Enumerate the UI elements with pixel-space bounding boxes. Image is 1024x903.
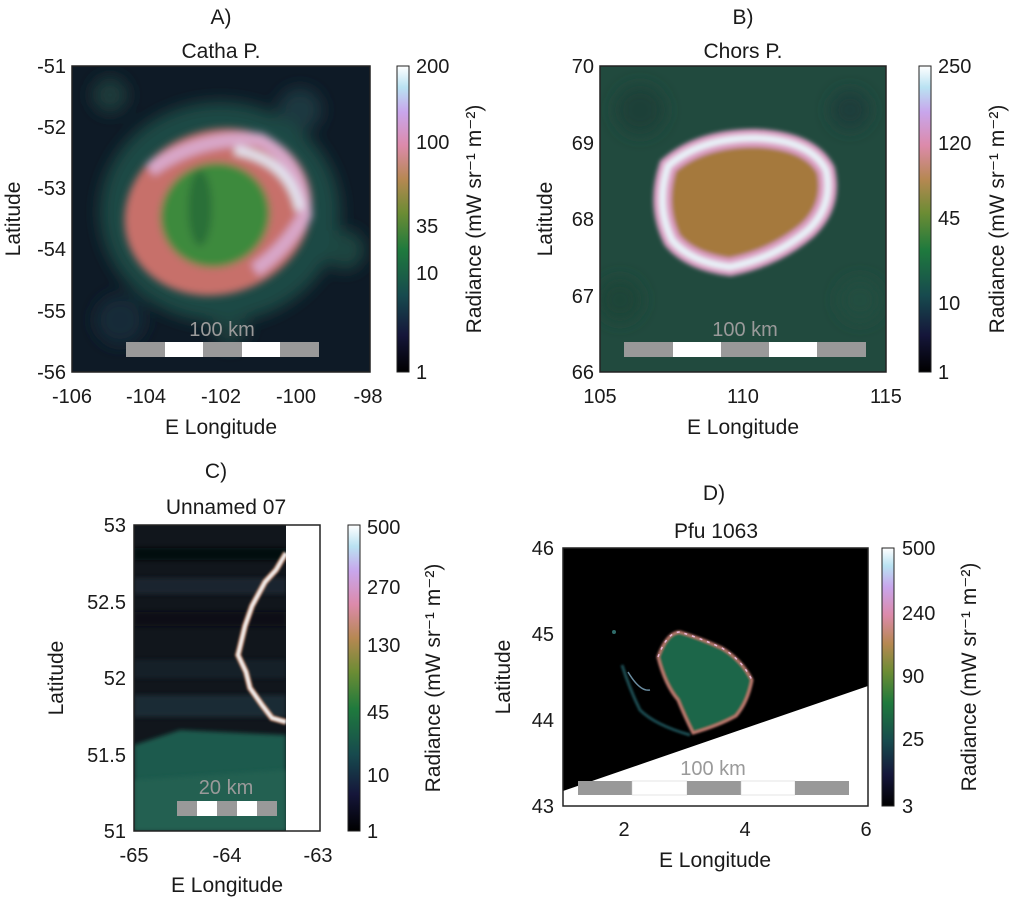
panel-d-cbar-tick: 25 (902, 729, 924, 751)
panel-b-xtick: 110 (727, 386, 759, 408)
panel-c-ytick: 51 (104, 821, 126, 843)
panel-a-ytick: -51 (37, 56, 66, 78)
panel-c-cbar-tick: 1 (367, 821, 378, 843)
panel-a-cbar-tick: 200 (416, 56, 449, 78)
panel-d-ytick: 46 (532, 538, 554, 560)
panel-c-ytick: 52 (104, 668, 126, 690)
panel-c-scalebar (177, 801, 277, 816)
panel-c-ytick: 52.5 (87, 592, 126, 614)
panel-b-title: Chors P. (704, 40, 783, 63)
panel-d-image (563, 548, 868, 806)
panel-c-cbar-tick: 10 (367, 765, 389, 787)
panel-a-label: A) (211, 6, 232, 29)
panel-c-cbar-label: Radiance (mW sr⁻¹ m⁻²) (422, 564, 445, 793)
panel-c-scalebar-label: 20 km (199, 777, 253, 799)
panel-b-cbar-tick: 1 (938, 362, 949, 384)
panel-b-cbar-tick: 120 (938, 133, 971, 155)
panel-c-ytick: 53 (104, 515, 126, 537)
panel-c-label: C) (205, 460, 227, 483)
panel-d-title: Pfu 1063 (674, 520, 758, 543)
panel-d-cbar-tick: 240 (902, 603, 935, 625)
panel-b-frame (599, 65, 887, 373)
panel-b-label: B) (733, 6, 754, 29)
panel-a-cbar-tick: 35 (416, 216, 438, 238)
panel-b-xtick: 115 (870, 386, 902, 408)
panel-d-scalebar-label: 100 km (680, 758, 746, 780)
panel-b-ytick: 67 (572, 286, 594, 308)
panel-a-cbar-tick: 1 (416, 362, 427, 384)
panel-c-title: Unnamed 07 (166, 496, 286, 519)
panel-b-scalebar (624, 342, 866, 357)
panel-d-ylabel: Latitude (492, 640, 515, 715)
panel-a-ytick: -52 (37, 117, 66, 139)
panel-b-cbar-tick: 45 (938, 208, 960, 230)
panel-d-ytick: 45 (532, 624, 554, 646)
panel-d-ytick: 44 (532, 710, 554, 732)
panel-a-title: Catha P. (181, 40, 260, 63)
panel-d-cbar-tick: 3 (902, 796, 913, 818)
panel-b-colorbar (918, 65, 932, 373)
panel-b-xtick: 105 (583, 386, 616, 408)
panel-a-ytick: -54 (37, 239, 66, 261)
panel-a-image (72, 66, 370, 372)
panel-d-cbar-tick: 90 (902, 666, 924, 688)
panel-d-scalebar (578, 780, 849, 796)
panel-a-ylabel: Latitude (2, 182, 25, 257)
panel-a-scalebar-label: 100 km (189, 319, 255, 341)
panel-c-cbar-tick: 130 (367, 635, 400, 657)
panel-d-label: D) (703, 482, 725, 505)
panel-c-cbar-tick: 500 (367, 517, 400, 539)
panel-a-cbar-tick: 10 (416, 263, 438, 285)
panel-b-xlabel: E Longitude (687, 416, 799, 439)
panel-a-cbar-tick: 100 (416, 132, 449, 154)
panel-b-scalebar-label: 100 km (712, 319, 778, 341)
panel-d-xlabel: E Longitude (659, 849, 771, 872)
panel-a-ytick: -53 (37, 178, 66, 200)
panel-d-colorbar (881, 547, 895, 807)
panel-b-ylabel: Latitude (534, 182, 557, 257)
panel-b-cbar-label: Radiance (mW sr⁻¹ m⁻²) (986, 105, 1009, 334)
panel-c-xtick: -63 (304, 845, 333, 867)
panel-b-ytick: 69 (572, 133, 594, 155)
panel-d-frame (562, 547, 869, 807)
panel-a-ytick: -56 (37, 362, 66, 384)
panel-c-colorbar (347, 524, 361, 832)
panel-a-xlabel: E Longitude (165, 416, 277, 439)
panel-b-image (600, 66, 886, 372)
panel-c-cbar-tick: 45 (367, 702, 389, 724)
panel-d-xtick: 2 (618, 819, 629, 841)
panel-b-ytick: 70 (572, 56, 594, 78)
panel-b-cbar-tick: 250 (938, 56, 971, 78)
panel-c-cbar-tick: 270 (367, 577, 400, 599)
panel-a-colorbar (396, 65, 410, 373)
panel-c-frame (133, 524, 321, 832)
panel-d-cbar-label: Radiance (mW sr⁻¹ m⁻²) (958, 563, 981, 792)
panel-c-ylabel: Latitude (45, 641, 68, 716)
panel-b-ytick: 68 (572, 209, 594, 231)
panel-a: A) Catha P. 100 km (2, 6, 486, 439)
panel-d-ytick: 43 (532, 796, 554, 818)
panel-a-scalebar (126, 342, 319, 357)
panel-c: C) Unnamed 07 20 km (45, 460, 445, 897)
panel-d-xtick: 6 (860, 819, 871, 841)
panel-c-xlabel: E Longitude (171, 874, 283, 897)
panel-b-ytick: 66 (572, 362, 594, 384)
panel-a-ytick: -55 (37, 301, 66, 323)
panel-d: D) Pfu 1063 100 km 2 4 6 E Longitude 43 … (492, 482, 981, 872)
panel-b-cbar-tick: 10 (938, 293, 960, 315)
panel-a-frame (71, 65, 371, 373)
panel-a-cbar-label: Radiance (mW sr⁻¹ m⁻²) (463, 105, 486, 334)
panel-a-xtick: -102 (201, 386, 241, 408)
panel-a-xtick: -98 (354, 386, 383, 408)
panel-c-ytick: 51.5 (87, 745, 126, 767)
panel-a-xtick: -104 (126, 386, 166, 408)
panel-d-cbar-tick: 500 (902, 538, 935, 560)
panel-c-xtick: -64 (213, 845, 242, 867)
panel-a-xtick: -100 (276, 386, 316, 408)
panel-a-xtick: -106 (52, 386, 92, 408)
panel-d-xtick: 4 (739, 819, 750, 841)
panel-c-xtick: -65 (120, 845, 149, 867)
panel-b: B) Chors P. 100 km 105 110 115 (534, 6, 1009, 439)
